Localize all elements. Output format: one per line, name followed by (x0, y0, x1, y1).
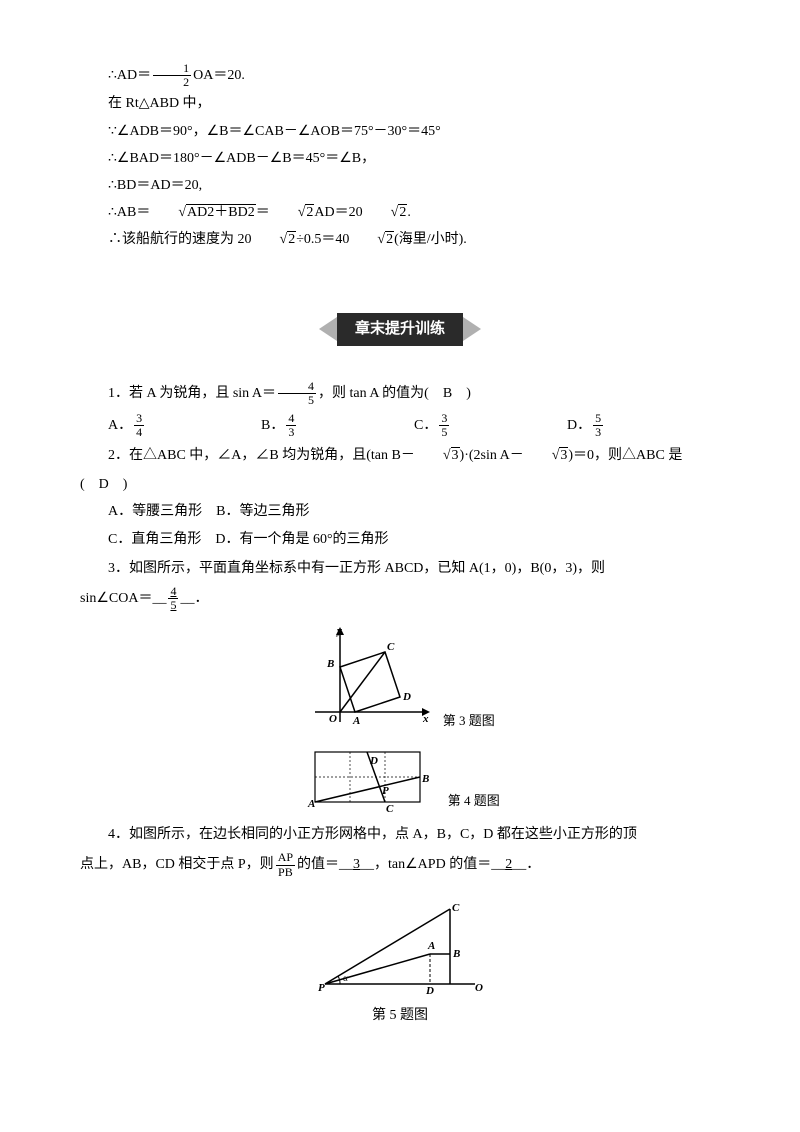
q2-paren: ( D ) (80, 472, 720, 497)
figure-5: P C O A B D α 第 5 题图 (80, 899, 720, 1028)
sqrt: 2 (349, 227, 394, 252)
sol-line-3: ∵∠ADB＝90°，∠B＝∠CAB－∠AOB＝75°－30°＝45° (80, 119, 720, 144)
option-a: A．34 (108, 412, 261, 439)
sol-l1-pre: ∴AD＝ (108, 68, 151, 83)
question-1: 1．若 A 为锐角，且 sin A＝45，则 tan A 的值为( B ) (80, 380, 720, 407)
svg-text:C: C (387, 641, 395, 653)
sqrt: AD2＋BD2 (150, 200, 255, 225)
q3-answer: 45 (168, 585, 178, 612)
figure-4: A B C D P 第 4 题图 (80, 742, 720, 812)
section-banner: 章末提升训练 (80, 313, 720, 351)
svg-text:A: A (352, 715, 360, 727)
q2-options-row1: A．等腰三角形 B．等边三角形 (80, 499, 720, 524)
sol-line-2: 在 Rt△ABD 中， (80, 91, 720, 116)
sol-line-7: ∴该船航行的速度为 202÷0.5＝402(海里/小时). (80, 227, 720, 252)
sqrt: 2 (252, 227, 297, 252)
sol-line-6: ∴AB＝AD2＋BD2＝2AD＝202. (80, 200, 720, 225)
svg-text:y: y (335, 625, 342, 637)
solution-block: ∴AD＝12OA＝20. 在 Rt△ABD 中， ∵∠ADB＝90°，∠B＝∠C… (80, 62, 720, 253)
figure-3: y x O A B C D 第 3 题图 (80, 622, 720, 732)
question-4: 4．如图所示，在边长相同的小正方形网格中，点 A，B，C，D 都在这些小正方形的… (80, 822, 720, 847)
option-d: D．53 (567, 412, 720, 439)
banner-title: 章末提升训练 (337, 313, 463, 346)
svg-text:O: O (475, 982, 483, 994)
sol-line-1: ∴AD＝12OA＝20. (80, 62, 720, 89)
fraction: 12 (153, 62, 191, 89)
q1-options: A．34 B．43 C．35 D．53 (80, 412, 720, 439)
q4-line2: 点上，AB，CD 相交于点 P，则APPB的值＝__3__，tan∠APD 的值… (80, 851, 720, 878)
q2-answer: D (99, 477, 109, 492)
figure-4-svg: A B C D P (300, 742, 440, 812)
svg-text:D: D (425, 985, 434, 997)
sqrt: 2 (363, 200, 408, 225)
svg-text:B: B (452, 948, 460, 960)
svg-text:α: α (343, 973, 348, 983)
sol-l1-post: OA＝20. (193, 68, 245, 83)
q4-answer-1: 3 (353, 857, 360, 872)
svg-text:O: O (329, 713, 337, 725)
svg-text:B: B (421, 773, 429, 785)
q3-line2: sin∠COA＝__45__． (80, 585, 720, 612)
figure-3-caption: 第 3 题图 (443, 709, 495, 732)
banner-arrow-right-icon (463, 317, 481, 341)
svg-text:x: x (422, 713, 429, 725)
svg-text:A: A (427, 940, 435, 952)
svg-text:D: D (369, 755, 378, 767)
figure-4-caption: 第 4 题图 (448, 789, 500, 812)
svg-text:D: D (402, 691, 411, 703)
sol-line-4: ∴∠BAD＝180°－∠ADB－∠B＝45°＝∠B， (80, 146, 720, 171)
question-3: 3．如图所示，平面直角坐标系中有一正方形 ABCD，已知 A(1，0)，B(0，… (80, 556, 720, 581)
svg-text:A: A (307, 798, 315, 810)
svg-text:P: P (318, 982, 325, 994)
figure-5-caption: 第 5 题图 (80, 1003, 720, 1028)
fraction: 45 (278, 380, 316, 407)
option-c: C．35 (414, 412, 567, 439)
figure-3-svg: y x O A B C D (305, 622, 435, 732)
option-b: B．43 (261, 412, 414, 439)
q1-answer: B (443, 386, 452, 401)
banner-arrow-left-icon (319, 317, 337, 341)
sol-line-5: ∴BD＝AD＝20, (80, 173, 720, 198)
q2-options-row2: C．直角三角形 D．有一个角是 60°的三角形 (80, 527, 720, 552)
figure-5-svg: P C O A B D α (310, 899, 490, 999)
svg-text:B: B (326, 658, 334, 670)
svg-text:P: P (382, 785, 389, 797)
sqrt: 2 (270, 200, 315, 225)
question-2: 2．在△ABC 中，∠A，∠B 均为锐角，且(tan B－3)·(2sin A－… (80, 443, 720, 468)
svg-text:C: C (386, 803, 394, 812)
svg-text:C: C (452, 902, 460, 914)
